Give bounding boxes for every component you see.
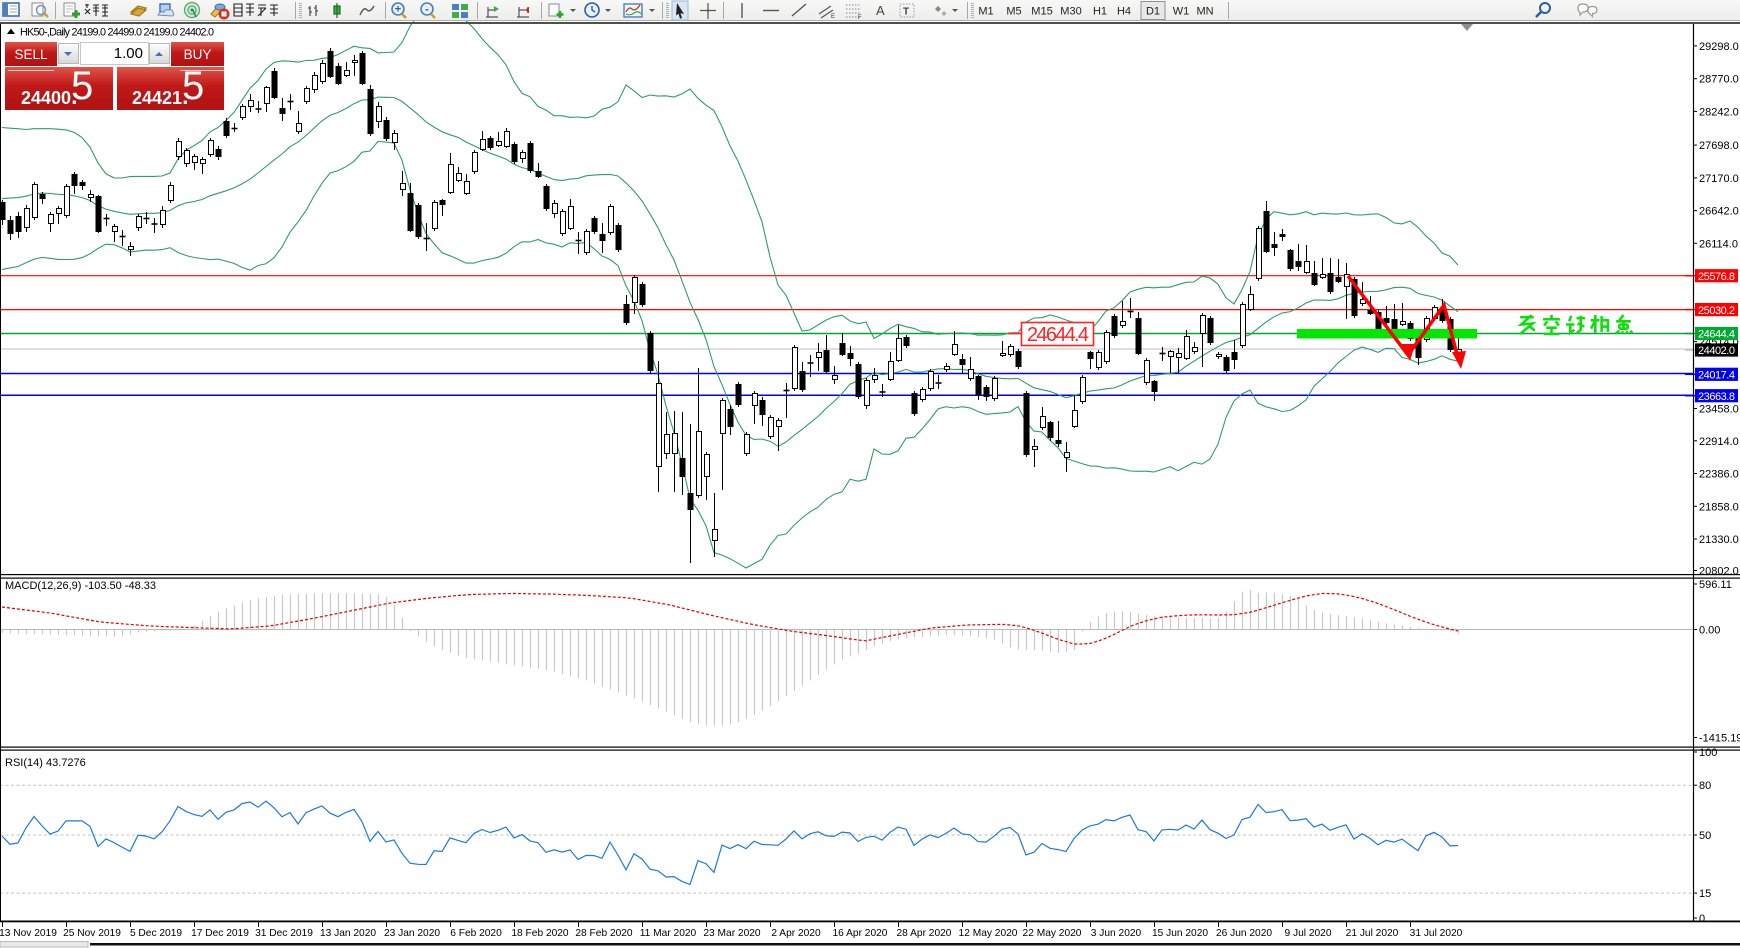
svg-text:23 Mar 2020: 23 Mar 2020 (703, 928, 761, 939)
svg-text:18 Feb 2020: 18 Feb 2020 (511, 928, 569, 939)
svg-text:13 Nov 2019: 13 Nov 2019 (0, 928, 57, 939)
svg-text:31 Dec 2019: 31 Dec 2019 (255, 928, 313, 939)
svg-text:MACD(12,26,9) -103.50 -48.33: MACD(12,26,9) -103.50 -48.33 (5, 580, 156, 592)
svg-text:13 Jan 2020: 13 Jan 2020 (320, 928, 376, 939)
svg-text:21858.0: 21858.0 (1699, 501, 1739, 513)
svg-text:26642.0: 26642.0 (1699, 206, 1739, 218)
svg-text:F: F (858, 15, 862, 21)
svg-text:0: 0 (1699, 913, 1705, 925)
svg-text:21330.0: 21330.0 (1699, 534, 1739, 546)
svg-text:M30: M30 (1060, 6, 1081, 18)
svg-text:3 Jun 2020: 3 Jun 2020 (1091, 928, 1142, 939)
svg-text:-: - (425, 4, 429, 16)
svg-text:26 Jun 2020: 26 Jun 2020 (1216, 928, 1272, 939)
svg-text:23458.0: 23458.0 (1699, 404, 1739, 416)
svg-text:28242.0: 28242.0 (1699, 106, 1739, 118)
svg-text:25 Nov 2019: 25 Nov 2019 (63, 928, 121, 939)
svg-text:29298.0: 29298.0 (1699, 41, 1739, 53)
svg-text:H1: H1 (1093, 6, 1107, 18)
svg-text:22386.0: 22386.0 (1699, 469, 1739, 481)
svg-text:24017.4: 24017.4 (1698, 370, 1735, 382)
svg-text:H4: H4 (1117, 6, 1131, 18)
svg-text:HK50-,Daily 24199.0 24499.0 2: HK50-,Daily 24199.0 24499.0 24199.0 2440… (20, 27, 214, 39)
svg-text:28 Apr 2020: 28 Apr 2020 (897, 928, 952, 939)
svg-text:28 Feb 2020: 28 Feb 2020 (575, 928, 633, 939)
svg-text:12 May 2020: 12 May 2020 (959, 928, 1018, 939)
svg-text:E: E (831, 14, 835, 20)
svg-text:RSI(14) 43.7276: RSI(14) 43.7276 (5, 757, 86, 769)
svg-text:20802.0: 20802.0 (1699, 566, 1739, 578)
svg-text:26114.0: 26114.0 (1699, 238, 1738, 250)
svg-text:T: T (903, 7, 909, 18)
svg-text:6 Feb 2020: 6 Feb 2020 (450, 928, 502, 939)
svg-text:+: + (395, 4, 401, 16)
svg-text:16 Apr 2020: 16 Apr 2020 (833, 928, 888, 939)
svg-text:11 Mar 2020: 11 Mar 2020 (640, 928, 697, 939)
svg-text:25030.2: 25030.2 (1698, 305, 1735, 317)
svg-text:15 Jun 2020: 15 Jun 2020 (1152, 928, 1208, 939)
svg-text:22914.0: 22914.0 (1699, 436, 1739, 448)
svg-text:17 Dec 2019: 17 Dec 2019 (191, 928, 249, 939)
svg-text:5 Dec 2019: 5 Dec 2019 (130, 928, 182, 939)
svg-text:W1: W1 (1173, 6, 1190, 18)
svg-text:24644.4: 24644.4 (1698, 329, 1735, 341)
svg-text:-1415.19: -1415.19 (1699, 733, 1740, 745)
svg-text:27170.0: 27170.0 (1699, 173, 1739, 185)
svg-text:D1: D1 (1146, 6, 1160, 18)
svg-text:M15: M15 (1031, 6, 1052, 18)
svg-text:MN: MN (1196, 6, 1213, 18)
svg-text:9 Jul 2020: 9 Jul 2020 (1284, 928, 1331, 939)
svg-text:23663.8: 23663.8 (1698, 391, 1735, 403)
svg-text:15: 15 (1699, 888, 1711, 900)
svg-text:28770.0: 28770.0 (1699, 74, 1739, 86)
svg-text:M1: M1 (978, 6, 993, 18)
svg-text:M5: M5 (1006, 6, 1021, 18)
svg-text:100: 100 (1699, 747, 1717, 759)
svg-text:24402.0: 24402.0 (1698, 345, 1735, 357)
svg-text:31 Jul 2020: 31 Jul 2020 (1410, 928, 1463, 939)
svg-text:25576.8: 25576.8 (1698, 271, 1735, 283)
svg-text:22 May 2020: 22 May 2020 (1023, 928, 1082, 939)
svg-text:23 Jan 2020: 23 Jan 2020 (384, 928, 440, 939)
svg-text:596.11: 596.11 (1699, 579, 1732, 591)
svg-text:80: 80 (1699, 780, 1711, 792)
svg-text:21 Jul 2020: 21 Jul 2020 (1346, 928, 1399, 939)
svg-text:2 Apr 2020: 2 Apr 2020 (771, 928, 821, 939)
svg-text:A: A (876, 3, 885, 18)
svg-text:0.00: 0.00 (1699, 625, 1720, 637)
svg-text:27698.0: 27698.0 (1699, 140, 1739, 152)
svg-text:24644.4: 24644.4 (1027, 324, 1089, 346)
svg-text:50: 50 (1699, 830, 1711, 842)
